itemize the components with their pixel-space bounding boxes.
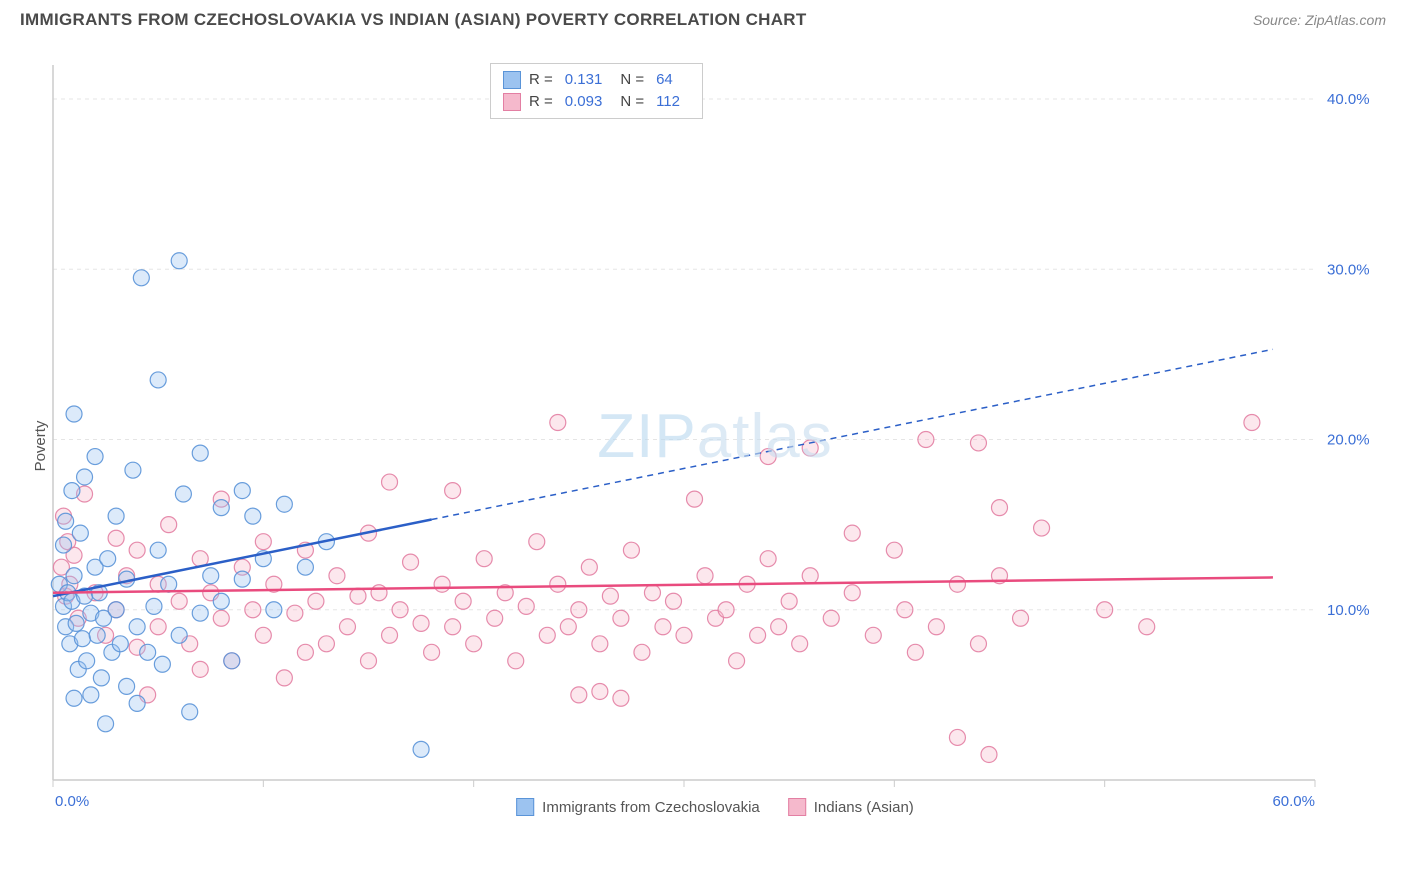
scatter-chart-svg: 10.0% 20.0% 30.0% 40.0% 0.0% 60.0% xyxy=(45,60,1385,820)
swatch-series-0 xyxy=(516,798,534,816)
legend-r-label: R = xyxy=(529,69,553,91)
svg-text:40.0%: 40.0% xyxy=(1327,91,1370,108)
legend-label-0: Immigrants from Czechoslovakia xyxy=(542,799,760,816)
legend-label-1: Indians (Asian) xyxy=(814,799,914,816)
legend-n-value-0: 64 xyxy=(656,69,673,91)
svg-text:0.0%: 0.0% xyxy=(55,793,89,810)
swatch-series-1 xyxy=(788,798,806,816)
swatch-series-1 xyxy=(503,93,521,111)
plot-area: 10.0%20.0%30.0%40.0%0.0%60.0% ZIPatlas R… xyxy=(45,60,1385,820)
svg-text:10.0%: 10.0% xyxy=(1327,602,1370,619)
legend-item-1: Indians (Asian) xyxy=(788,798,914,816)
legend-row-series-1: R = 0.093 N = 112 xyxy=(503,91,690,113)
legend-r-label: R = xyxy=(529,91,553,113)
legend-n-value-1: 112 xyxy=(656,91,680,113)
swatch-series-0 xyxy=(503,71,521,89)
legend-r-value-1: 0.093 xyxy=(565,91,603,113)
chart-title: IMMIGRANTS FROM CZECHOSLOVAKIA VS INDIAN… xyxy=(20,10,807,30)
svg-text:20.0%: 20.0% xyxy=(1327,432,1370,449)
legend-r-value-0: 0.131 xyxy=(565,69,603,91)
legend-item-0: Immigrants from Czechoslovakia xyxy=(516,798,760,816)
svg-text:30.0%: 30.0% xyxy=(1327,261,1370,278)
source-attribution: Source: ZipAtlas.com xyxy=(1253,12,1386,28)
title-bar: IMMIGRANTS FROM CZECHOSLOVAKIA VS INDIAN… xyxy=(0,0,1406,36)
legend-n-label: N = xyxy=(620,69,644,91)
legend-n-label: N = xyxy=(620,91,644,113)
series-legend: Immigrants from Czechoslovakia Indians (… xyxy=(516,798,914,816)
svg-text:60.0%: 60.0% xyxy=(1272,793,1315,810)
legend-row-series-0: R = 0.131 N = 64 xyxy=(503,69,690,91)
correlation-legend: R = 0.131 N = 64 R = 0.093 N = 112 xyxy=(490,63,703,119)
